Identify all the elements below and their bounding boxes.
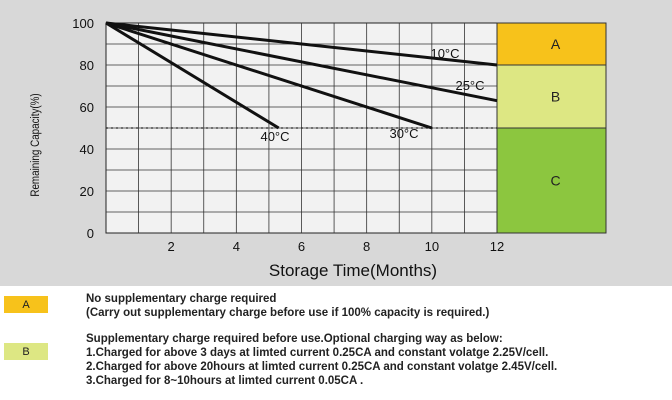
legend-text-b: Supplementary charge required before use… xyxy=(86,332,557,388)
legend-text-a: No supplementary charge required (Carry … xyxy=(86,292,489,320)
series-label-1: 25°C xyxy=(455,78,484,93)
zone-label-b: B xyxy=(551,89,560,105)
zone-b xyxy=(496,64,607,129)
zone-label-a: A xyxy=(551,36,561,52)
chart-panel: A B C 10°C 25°C 30°C 40°C 0 20 40 60 80 100 2 4 6 8 10 1… xyxy=(0,0,672,286)
x-tick-label: 10 xyxy=(425,239,439,254)
legend-b-line-2: 1.Charged for above 3 days at limted cur… xyxy=(86,347,549,359)
zone-a xyxy=(496,22,607,66)
series-line-0 xyxy=(105,21,498,67)
legend-b-line-1: Supplementary charge required before use… xyxy=(86,333,503,345)
legend-swatch-b-label: B xyxy=(22,345,30,358)
y-tick-label: 60 xyxy=(80,100,94,115)
series-line-3 xyxy=(105,21,280,130)
zone-label-c: C xyxy=(550,173,560,189)
legend-swatch-b: B xyxy=(4,343,48,360)
y-tick-label: 80 xyxy=(80,58,94,73)
legend-b-line-3: 2.Charged for above 20hours at limted cu… xyxy=(86,361,558,373)
y-tick-label: 100 xyxy=(72,16,94,31)
x-tick-label: 2 xyxy=(168,239,175,254)
x-tick-label: 8 xyxy=(363,239,370,254)
y-tick-label: 20 xyxy=(80,184,94,199)
series-line-2 xyxy=(105,21,433,130)
x-tick-label: 6 xyxy=(298,239,305,254)
legend-a-line-2: (Carry out supplementary charge before u… xyxy=(86,307,490,319)
legend-swatch-a-label: A xyxy=(22,298,30,311)
y-axis-label: Remaining Capacity(%) xyxy=(29,93,42,196)
series-label-2: 30°C xyxy=(389,126,418,141)
legend-swatch-a: A xyxy=(4,296,48,313)
capacity-chart: A B C 10°C 25°C 30°C 40°C 0 20 40 60 80 100 2 4 6 8 10 1… xyxy=(29,16,607,280)
series-line-1 xyxy=(105,21,498,103)
series-label-0: 10°C xyxy=(430,46,459,61)
legend-b-line-4: 3.Charged for 8~10hours at limted curren… xyxy=(86,375,364,387)
x-tick-label: 4 xyxy=(233,239,240,254)
legend-a-line-1: No supplementary charge required xyxy=(86,293,277,305)
x-axis-label: Storage Time(Months) xyxy=(269,261,437,280)
y-tick-label: 0 xyxy=(87,226,94,241)
y-tick-label: 40 xyxy=(80,142,94,157)
series-label-3: 40°C xyxy=(260,129,289,144)
x-tick-label: 12 xyxy=(490,239,504,254)
zone-c xyxy=(496,127,607,234)
